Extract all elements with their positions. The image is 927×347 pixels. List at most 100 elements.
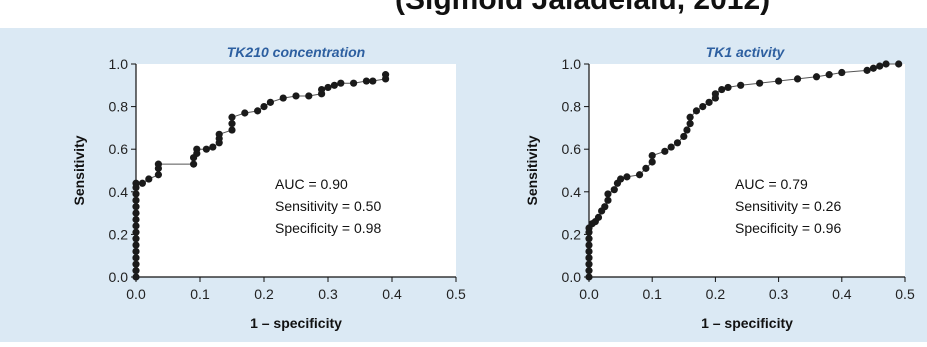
right-y-tick-label: 0.2 xyxy=(562,226,582,242)
right-data-point xyxy=(838,68,846,77)
right-data-point xyxy=(775,77,783,85)
left-data-point xyxy=(132,247,140,256)
left-data-point xyxy=(369,77,377,85)
right-plot-area xyxy=(589,64,905,277)
right-data-point xyxy=(585,241,593,249)
left-y-tick-label: 0.6 xyxy=(109,141,129,157)
left-data-point xyxy=(132,260,140,268)
right-data-point xyxy=(686,113,694,121)
right-data-point xyxy=(661,147,669,155)
left-y-tick-label: 0.0 xyxy=(109,269,129,285)
left-data-point xyxy=(266,98,274,106)
left-data-point xyxy=(145,175,153,183)
left-data-point xyxy=(202,145,210,153)
left-annotation-line: AUC = 0.90 xyxy=(275,176,348,192)
right-data-point xyxy=(680,132,688,141)
left-x-tick-label: 0.4 xyxy=(382,286,402,302)
right-chart-title: TK1 activity xyxy=(706,44,786,60)
right-data-point xyxy=(585,260,593,268)
right-x-tick-label: 0.5 xyxy=(895,286,915,302)
right-data-point xyxy=(756,79,764,87)
left-data-point xyxy=(132,235,140,243)
left-x-tick-label: 0.3 xyxy=(318,286,338,302)
right-data-point xyxy=(585,247,593,256)
left-data-point xyxy=(305,92,313,100)
right-data-point xyxy=(673,139,682,147)
right-data-point xyxy=(642,164,650,172)
left-data-point xyxy=(318,85,326,94)
left-data-point xyxy=(132,273,140,281)
left-data-point xyxy=(154,171,162,179)
right-y-tick-label: 0.0 xyxy=(562,269,582,285)
left-data-point xyxy=(324,83,332,92)
header-strip: (Sigmoid Jaladelalu, 2012) xyxy=(0,0,927,28)
right-data-point xyxy=(648,158,656,166)
header-partial-text: (Sigmoid Jaladelalu, 2012) xyxy=(395,0,770,17)
right-data-point xyxy=(604,196,612,204)
left-chart-title: TK210 concentration xyxy=(227,44,365,60)
right-data-point xyxy=(869,64,878,72)
right-data-point xyxy=(635,171,644,179)
right-data-point xyxy=(699,103,707,111)
right-data-point xyxy=(718,85,726,94)
right-data-point xyxy=(882,60,890,68)
left-data-point xyxy=(132,267,140,275)
left-data-point xyxy=(215,130,223,138)
right-data-point xyxy=(705,98,713,106)
right-data-point xyxy=(585,267,593,275)
left-data-point xyxy=(132,222,140,230)
right-data-point xyxy=(667,143,675,151)
right-data-point xyxy=(686,120,694,128)
left-data-point xyxy=(292,92,300,100)
right-y-tick-label: 0.4 xyxy=(562,184,582,200)
left-data-point xyxy=(132,228,140,236)
left-data-point xyxy=(132,209,140,217)
left-x-axis-label: 1 – specificity xyxy=(250,315,342,331)
left-annotation-line: Specificity = 0.98 xyxy=(275,220,381,236)
right-data-point xyxy=(724,83,732,92)
right-x-tick-label: 0.4 xyxy=(832,286,852,302)
right-annotation-line: Sensitivity = 0.26 xyxy=(735,198,841,214)
right-x-tick-label: 0.3 xyxy=(769,286,789,302)
left-data-point xyxy=(350,79,358,87)
right-x-tick-label: 0.1 xyxy=(642,286,662,302)
left-y-axis-label: Sensitivity xyxy=(71,135,87,205)
left-data-point xyxy=(228,126,236,134)
right-data-point xyxy=(737,81,745,89)
right-data-point xyxy=(585,273,593,281)
left-data-point xyxy=(279,94,287,102)
left-annotation-line: Sensitivity = 0.50 xyxy=(275,198,381,214)
right-y-tick-label: 0.6 xyxy=(562,141,582,157)
right-data-point xyxy=(585,235,593,243)
left-data-point xyxy=(154,160,162,168)
right-data-point xyxy=(825,71,833,79)
left-chart: TK210 concentration 0.0 0.2 0.4 0.6 0.8 1.0 0.0… xyxy=(71,44,466,331)
left-y-tick-label: 0.4 xyxy=(109,184,129,200)
right-data-point xyxy=(601,203,609,211)
left-data-point xyxy=(362,77,370,85)
left-data-point xyxy=(132,179,140,187)
left-data-point xyxy=(132,215,140,224)
roc-charts: TK210 concentration 0.0 0.2 0.4 0.6 0.8 1.0 0.0… xyxy=(71,44,915,331)
left-data-point xyxy=(132,196,140,204)
left-y-tick-label: 0.2 xyxy=(109,226,129,242)
left-data-point xyxy=(209,143,217,151)
left-data-point xyxy=(241,109,249,117)
left-data-point xyxy=(132,241,140,249)
left-x-tick-label: 0.5 xyxy=(446,286,466,302)
right-y-axis-label: Sensitivity xyxy=(524,135,540,205)
left-y-tick-label: 1.0 xyxy=(109,56,129,72)
left-data-point xyxy=(193,145,201,153)
right-data-point xyxy=(863,66,871,74)
right-data-point xyxy=(594,213,603,221)
left-x-tick-label: 0.2 xyxy=(254,286,274,302)
left-data-point xyxy=(228,120,236,128)
right-data-point xyxy=(793,75,802,83)
left-data-point xyxy=(337,79,345,87)
right-chart: TK1 activity 0.0 0.2 0.4 0.6 0.8 1.0 0.0 0.1 0.2 0… xyxy=(524,44,915,331)
left-data-point xyxy=(330,81,338,89)
right-annotation-line: AUC = 0.79 xyxy=(735,176,808,192)
right-data-point xyxy=(711,90,720,98)
figure-panel: TK210 concentration 0.0 0.2 0.4 0.6 0.8 1.0 0.0… xyxy=(0,28,927,342)
